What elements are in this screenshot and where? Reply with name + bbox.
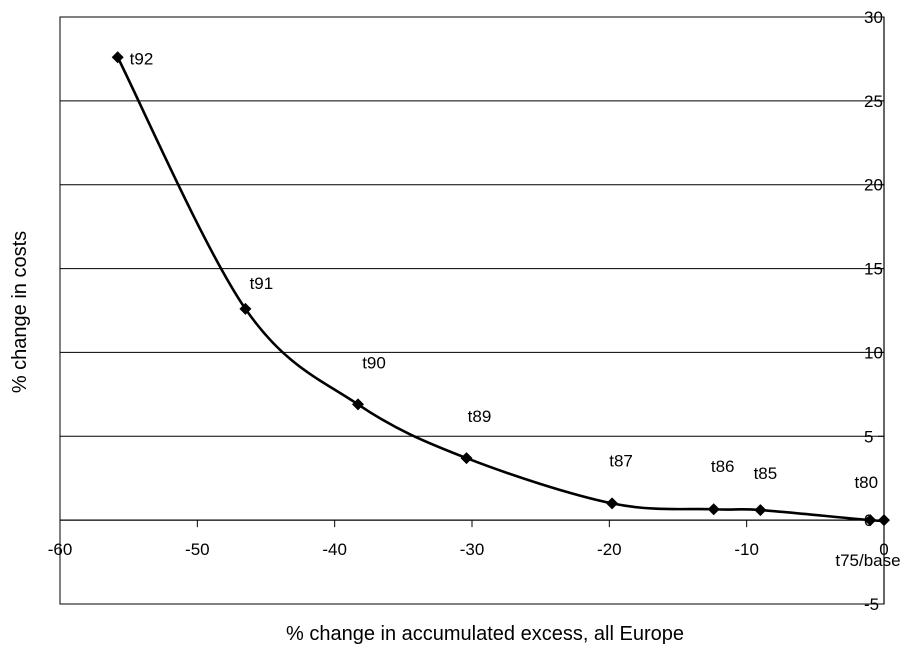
data-label: t89 — [468, 407, 492, 426]
data-label: t75/base — [835, 551, 900, 570]
data-label: t85 — [754, 464, 778, 483]
y-tick-label: 20 — [864, 176, 883, 195]
y-tick-label: 10 — [864, 343, 883, 362]
x-axis-title: % change in accumulated excess, all Euro… — [286, 623, 684, 645]
data-label: t90 — [362, 353, 386, 372]
axes: -60-50-40-30-20-100-5051015202530 — [48, 8, 889, 614]
x-tick-label: -50 — [185, 540, 210, 559]
series-curve — [116, 56, 886, 523]
y-tick-label: 15 — [864, 260, 883, 279]
data-point-marker — [239, 302, 252, 315]
point-labels: t92 t91 t90 t89 t87 t86 t85 t80 t75/base — [130, 49, 901, 570]
data-point-marker — [707, 503, 720, 516]
x-tick-label: 0 — [879, 540, 888, 559]
data-point-marker — [864, 514, 877, 527]
y-tick-label: 25 — [864, 92, 883, 111]
data-label: t92 — [130, 49, 154, 68]
gridlines — [60, 100, 884, 437]
data-markers — [111, 51, 890, 527]
y-axis-title: % change in costs — [9, 231, 31, 393]
x-tick-label: -20 — [597, 540, 622, 559]
x-tick-label: -40 — [322, 540, 347, 559]
data-label: t91 — [250, 274, 274, 293]
data-point-marker — [606, 497, 619, 510]
y-tick-label: 30 — [864, 8, 883, 27]
data-point-marker — [878, 514, 890, 527]
data-point-marker — [111, 51, 124, 64]
x-tick-label: -30 — [460, 540, 485, 559]
x-tick-label: -60 — [48, 540, 73, 559]
data-point-marker — [460, 452, 473, 465]
series-line — [116, 56, 886, 523]
data-label: t87 — [609, 451, 633, 470]
data-label: t86 — [711, 457, 735, 476]
y-tick-label: 5 — [864, 427, 873, 446]
data-point-marker — [352, 398, 365, 411]
y-tick-label: -5 — [864, 595, 879, 614]
data-label: t80 — [854, 473, 878, 492]
x-tick-label: -10 — [734, 540, 759, 559]
data-point-marker — [754, 504, 767, 517]
